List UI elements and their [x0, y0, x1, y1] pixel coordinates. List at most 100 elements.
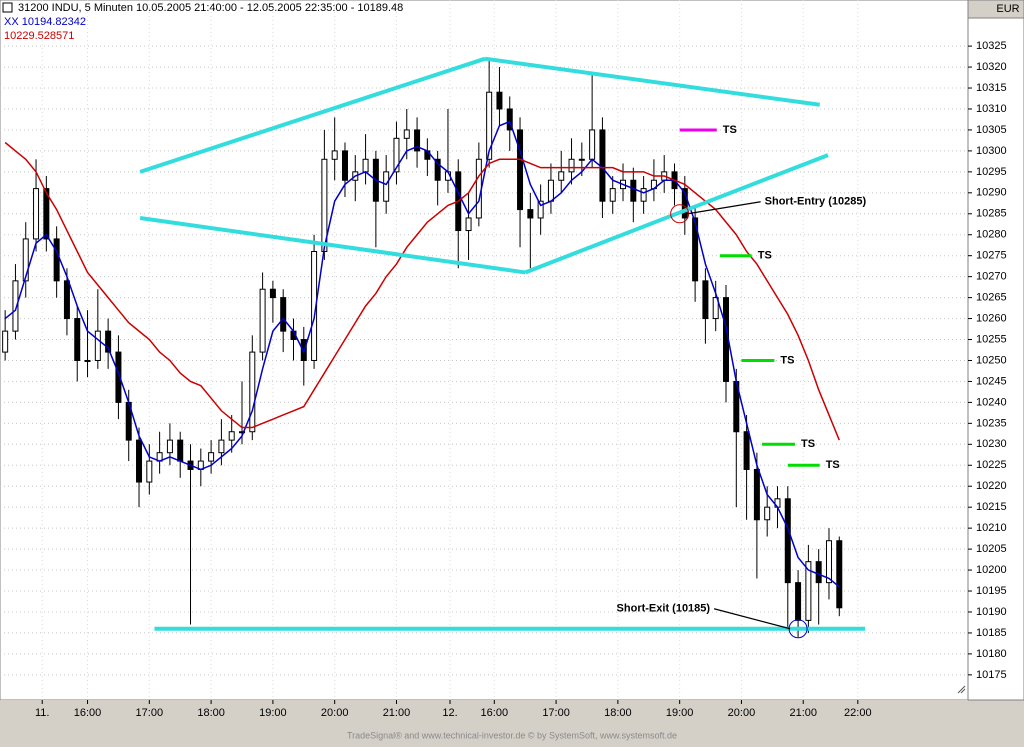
y-tick-label: 10300	[976, 145, 1007, 157]
y-tick-label: 10290	[976, 187, 1007, 199]
candle-body	[805, 561, 812, 621]
y-tick-label: 10255	[976, 333, 1007, 345]
footer: TradeSignal® and www.technical-investor.…	[347, 730, 677, 740]
x-tick-label: 21:00	[383, 707, 411, 719]
annotation-label: Short-Exit (10185)	[617, 603, 711, 615]
candle-body	[239, 431, 245, 434]
candle-body	[249, 351, 256, 433]
candle-body	[753, 468, 760, 521]
stop-label: TS	[780, 354, 794, 366]
trend-line	[484, 56, 820, 107]
y-tick-label: 10240	[976, 396, 1007, 408]
candle-body	[166, 439, 173, 454]
candle-body	[403, 129, 410, 139]
currency-box	[967, 0, 1024, 19]
candle-body	[578, 158, 585, 161]
candle-body	[208, 452, 215, 462]
y-tick-label: 10250	[976, 354, 1007, 366]
candle-body	[146, 460, 153, 483]
plot	[0, 0, 968, 700]
candle-body	[414, 129, 421, 152]
x-tick-label: 16:00	[74, 707, 102, 719]
x-tick-label: 20:00	[728, 707, 756, 719]
y-tick-label: 10195	[976, 585, 1007, 597]
y-tick-label: 10215	[976, 501, 1007, 513]
candle-body	[331, 150, 338, 160]
y-tick-label: 10190	[976, 606, 1007, 618]
legend-entry: 10229.528571	[4, 30, 74, 42]
candle-body	[43, 188, 50, 240]
chart-title: 31200 INDU, 5 Minuten 10.05.2005 21:40:0…	[18, 2, 403, 14]
trend-line	[139, 215, 526, 275]
candle-body	[486, 91, 493, 160]
y-tick-label: 10280	[976, 229, 1007, 241]
candle-body	[568, 158, 575, 173]
y-tick-label: 10235	[976, 417, 1007, 429]
candle-body	[743, 431, 750, 470]
stop-label: TS	[801, 438, 815, 450]
candle-body	[177, 439, 184, 462]
candle-body	[53, 238, 60, 282]
candle-body	[393, 137, 400, 173]
price-axis	[967, 0, 1024, 701]
candle-body	[2, 330, 9, 353]
stop-label: TS	[723, 124, 737, 136]
candle-body	[475, 158, 482, 219]
y-tick-label: 10200	[976, 564, 1007, 576]
candle-body	[795, 582, 802, 621]
candle-body	[63, 280, 70, 320]
y-tick-label: 10270	[976, 271, 1007, 283]
x-tick-label: 17:00	[136, 707, 164, 719]
x-tick-label: 18:00	[604, 707, 632, 719]
candle-body	[558, 171, 565, 181]
y-tick-label: 10320	[976, 61, 1007, 73]
candle-body	[681, 188, 688, 219]
candle-body	[269, 288, 276, 299]
x-tick-label: 18:00	[197, 707, 225, 719]
candle-body	[784, 498, 791, 584]
annotation-pointer	[713, 608, 791, 630]
candle-body	[537, 200, 544, 219]
candle-body	[815, 561, 822, 584]
y-tick-label: 10310	[976, 103, 1007, 115]
resize-grip	[957, 685, 966, 694]
x-tick-label: 19:00	[666, 707, 694, 719]
candle-body	[105, 330, 112, 353]
candle-body	[702, 280, 709, 320]
candle-body	[94, 330, 101, 361]
candle-body	[712, 297, 719, 320]
y-tick-label: 10230	[976, 438, 1007, 450]
candle-body	[12, 280, 19, 332]
candle-body	[22, 238, 29, 282]
y-tick-label: 10260	[976, 312, 1007, 324]
annotation-label: Short-Entry (10285)	[765, 196, 867, 208]
x-tick-label: 20:00	[321, 707, 349, 719]
y-tick-label: 10210	[976, 522, 1007, 534]
x-tick-label: 17:00	[542, 707, 570, 719]
candle-body	[280, 297, 287, 332]
annotation-pointer	[687, 201, 761, 215]
candle-body	[115, 351, 122, 403]
candle-body	[434, 158, 441, 181]
candle-body	[630, 179, 637, 202]
candle-body	[259, 288, 266, 353]
candle-body	[362, 158, 369, 173]
y-tick-label: 10295	[976, 166, 1007, 178]
y-tick-label: 10180	[976, 648, 1007, 660]
y-tick-label: 10275	[976, 250, 1007, 262]
candle-body	[547, 179, 554, 202]
x-tick-label: 12.	[442, 707, 457, 719]
y-tick-label: 10305	[976, 124, 1007, 136]
candle-body	[640, 188, 647, 202]
x-tick-label: 16:00	[481, 707, 509, 719]
y-tick-label: 10325	[976, 40, 1007, 52]
y-tick-label: 10285	[976, 208, 1007, 220]
y-tick-label: 10225	[976, 459, 1007, 471]
time-axis	[0, 700, 968, 730]
candle-body	[228, 431, 235, 441]
candle-body	[589, 129, 596, 160]
ma-line	[4, 120, 840, 588]
y-tick-label: 10175	[976, 669, 1007, 681]
y-tick-label: 10220	[976, 480, 1007, 492]
y-tick-label: 10315	[976, 82, 1007, 94]
